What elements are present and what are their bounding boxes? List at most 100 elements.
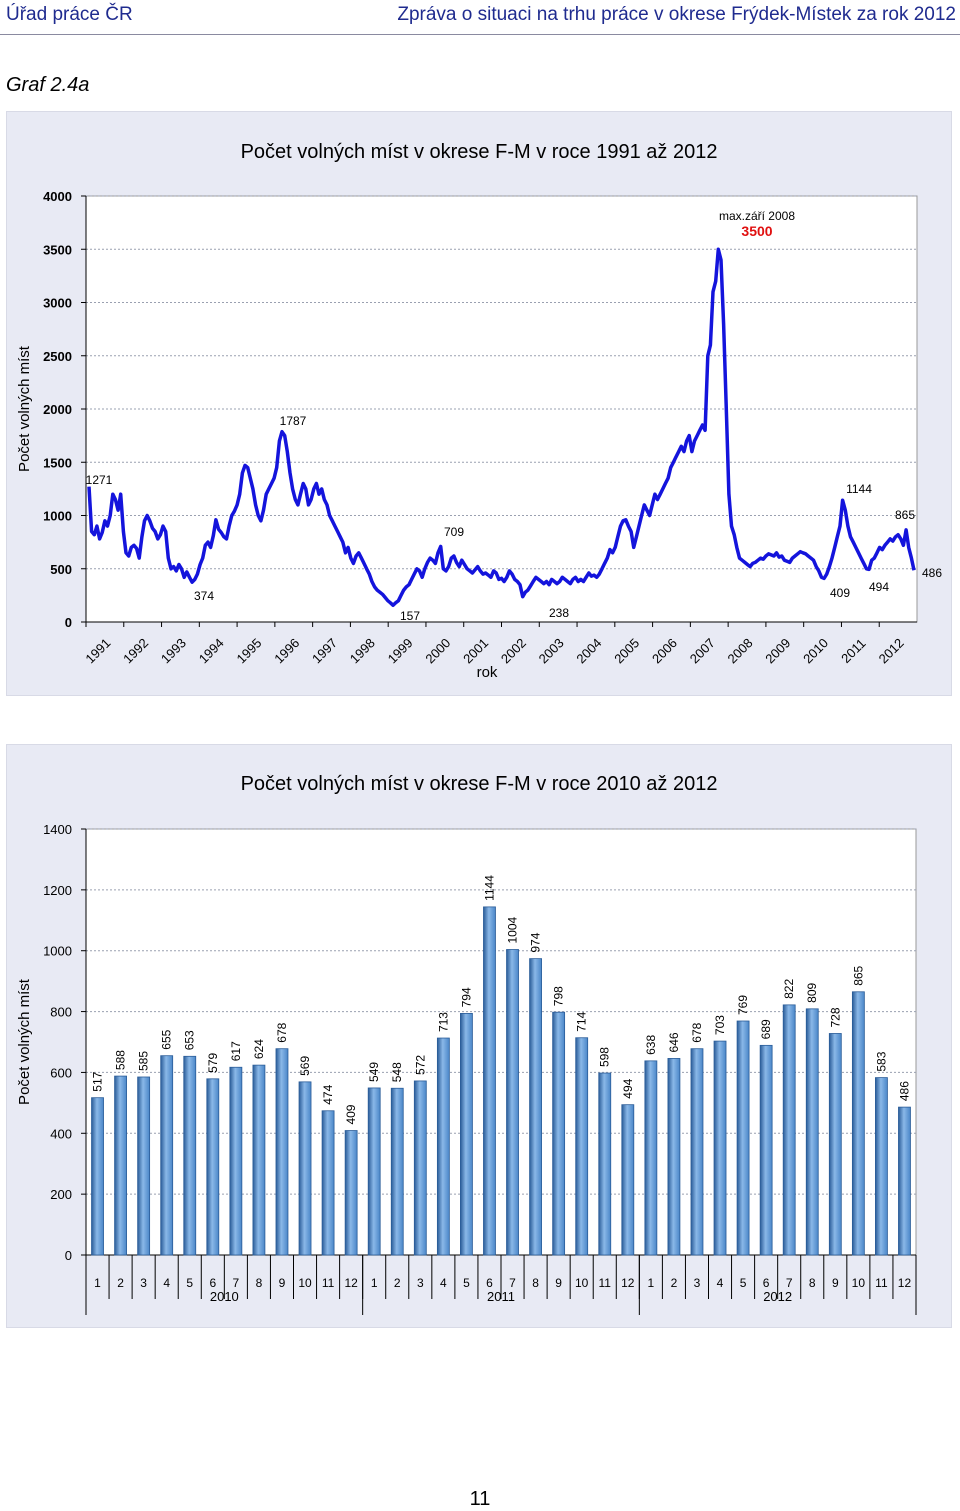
bar — [367, 1087, 381, 1256]
bar-value-label: 409 — [344, 1104, 358, 1124]
bar-value-label: 474 — [321, 1084, 335, 1104]
bar-value-label: 769 — [736, 995, 750, 1015]
x-tick-label: 3 — [694, 1276, 701, 1290]
x-tick-label: 4 — [717, 1276, 724, 1290]
x-tick-label: 4 — [440, 1276, 447, 1290]
x-tick-label: 2009 — [762, 635, 793, 666]
x-tick-label: 2006 — [649, 635, 680, 666]
x-tick-label: 5 — [740, 1276, 747, 1290]
bar — [390, 1087, 404, 1256]
x-tick-label: 7 — [786, 1276, 793, 1290]
bar-value-label: 517 — [91, 1071, 105, 1091]
y-tick-label: 1000 — [43, 509, 72, 524]
figure-label: Graf 2.4a — [6, 74, 90, 96]
bar — [875, 1077, 888, 1256]
bar — [460, 1012, 473, 1256]
bar — [898, 1106, 911, 1256]
data-label: 494 — [869, 580, 889, 594]
x-tick-label: 1994 — [196, 635, 227, 666]
x-tick-label: 9 — [555, 1276, 562, 1290]
y-tick-label: 3500 — [43, 242, 72, 257]
bar-value-label: 486 — [897, 1081, 911, 1101]
bar — [436, 1037, 450, 1256]
data-label: 409 — [830, 586, 850, 600]
x-tick-label: 9 — [279, 1276, 286, 1290]
y-tick-label: 600 — [50, 1065, 72, 1080]
bar-value-label: 822 — [782, 979, 796, 999]
header-organization: Úřad práce ČR — [6, 4, 133, 25]
x-tick-label: 10 — [575, 1276, 589, 1290]
data-label: 1787 — [280, 414, 307, 428]
bar — [344, 1130, 358, 1256]
x-tick-label: 5 — [463, 1276, 470, 1290]
x-tick-label: 1991 — [82, 635, 113, 666]
data-label: 3500 — [741, 223, 772, 239]
bar — [160, 1055, 174, 1256]
bar-chart: 0200400600800100012001400517158825853655… — [16, 773, 917, 1315]
x-tick-label: 1996 — [271, 635, 302, 666]
bar — [229, 1066, 243, 1256]
x-tick-label: 11 — [875, 1276, 888, 1290]
x-tick-label: 10 — [298, 1276, 312, 1290]
bar — [828, 1033, 842, 1256]
line-chart: 0 500 1000 1500 2000 2500 3000 3500 4000 1991 1992… — [16, 141, 942, 681]
y-tick-label: 2500 — [43, 349, 72, 364]
data-label: 238 — [549, 606, 569, 620]
bar-value-label: 678 — [690, 1022, 704, 1042]
header-report-title: Zpráva o situaci na trhu práce v okrese … — [397, 4, 956, 25]
data-label: max.září 2008 — [719, 209, 795, 223]
bar-chart-panel: 0 200 400 600 800 1000 1200 1400 517 1 588 2 585 3 655… — [6, 744, 952, 1328]
bar — [736, 1020, 750, 1256]
group-label: 2010 — [210, 1289, 239, 1304]
bar-value-label: 583 — [874, 1051, 888, 1071]
y-tick-label: 500 — [50, 562, 72, 577]
bar — [483, 906, 496, 1256]
y-tick-label: 400 — [50, 1126, 72, 1141]
bar-value-label: 1144 — [482, 875, 496, 901]
bar-value-label: 794 — [459, 987, 473, 1007]
bar — [598, 1072, 612, 1256]
bar — [805, 1008, 819, 1256]
bar-value-label: 689 — [759, 1019, 773, 1039]
bar-value-label: 646 — [667, 1032, 681, 1052]
bar-value-label: 572 — [413, 1055, 427, 1075]
y-tick-label: 1500 — [43, 455, 72, 470]
x-tick-label: 10 — [852, 1276, 866, 1290]
data-label: 1271 — [86, 473, 113, 487]
y-tick-label: 200 — [50, 1187, 72, 1202]
x-tick-label: 1993 — [158, 635, 189, 666]
bar — [114, 1075, 127, 1256]
x-tick-label: 6 — [209, 1276, 216, 1290]
x-tick-label: 2001 — [460, 635, 491, 666]
x-tick-label: 2008 — [725, 635, 756, 666]
x-tick-label: 1 — [371, 1276, 378, 1290]
x-tick-label: 8 — [256, 1276, 263, 1290]
bar-value-label: 624 — [252, 1039, 266, 1059]
x-tick-label: 1998 — [347, 635, 378, 666]
bar-value-label: 549 — [367, 1062, 381, 1082]
x-tick-label: 3 — [417, 1276, 424, 1290]
bar-value-label: 809 — [805, 982, 819, 1002]
x-tick-label: 5 — [186, 1276, 193, 1290]
x-tick-label: 1992 — [120, 635, 151, 666]
bar — [91, 1097, 104, 1256]
bar-value-label: 865 — [851, 965, 865, 985]
bar — [183, 1055, 197, 1256]
bar-value-label: 548 — [390, 1062, 404, 1082]
y-tick-label: 1400 — [43, 822, 72, 837]
x-tick-label: 1995 — [233, 635, 264, 666]
y-tick-label: 1200 — [43, 883, 72, 898]
bar-value-label: 617 — [229, 1041, 243, 1061]
bar — [529, 958, 542, 1256]
chart-title: Počet volných míst v okrese F-M v roce 2… — [241, 773, 718, 795]
bar-value-label: 974 — [529, 932, 543, 952]
x-tick-label: 12 — [621, 1276, 635, 1290]
bar-value-label: 713 — [436, 1012, 450, 1032]
x-tick-label: 2007 — [687, 635, 718, 666]
bar-value-label: 585 — [137, 1051, 151, 1071]
x-tick-label: 8 — [809, 1276, 816, 1290]
line-chart-panel: 0 500 1000 1500 2000 2500 3000 3500 4000 1991 1992… — [6, 111, 952, 696]
bar — [252, 1064, 266, 1256]
x-tick-label: 11 — [599, 1276, 612, 1290]
x-tick-label: 2004 — [573, 635, 604, 666]
